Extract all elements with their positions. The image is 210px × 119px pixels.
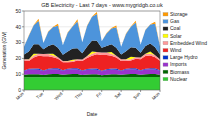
x-tick-label: Tue [35,91,44,100]
x-tick-label: Mon [151,91,161,101]
x-tick [160,90,161,92]
area [24,12,160,47]
y-tick [22,58,24,59]
legend-label: Wind [170,47,182,53]
legend-label: Storage [170,11,188,17]
x-tick [24,90,25,92]
x-tick-label: Thu [74,91,83,100]
y-tick-label: 40 [15,24,21,30]
y-tick [22,26,24,27]
legend-swatch [163,56,168,60]
legend-swatch [163,49,168,53]
y-tick-label: 30 [15,39,21,45]
x-tick [62,90,63,92]
x-axis-label: Date [87,111,98,117]
legend-swatch [163,41,168,45]
legend-swatch [163,34,168,38]
legend-swatch [163,63,168,67]
legend-swatch [163,70,168,74]
legend-label: Nuclear [170,76,188,82]
legend-label: Biomass [170,69,190,75]
y-tick [22,90,24,91]
x-tick-label: Wed [54,91,64,101]
x-tick-label: Mon [15,91,25,101]
x-tick [121,90,122,92]
x-tick [101,90,102,92]
y-tick [22,42,24,43]
legend-label: Imports [170,61,187,67]
legend-label: Large Hydro [170,54,198,60]
area [24,77,160,90]
legend-swatch [163,77,168,81]
legend-swatch [163,13,168,17]
legend-swatch [163,27,168,31]
legend-label: Embedded Wind [170,40,207,46]
legend-label: Coal [170,25,180,31]
legend-label: Solar [170,33,182,39]
area [24,14,160,55]
x-tick-label: Sun [132,91,142,101]
plot-frame [24,11,160,90]
y-tick [22,74,24,75]
y-tick-label: 50 [15,8,21,14]
y-axis-label: Generation (GW) [1,31,7,69]
y-tick [22,11,24,12]
legend-label: Gas [170,18,180,24]
y-tick-label: 10 [15,71,21,77]
x-tick [82,90,83,92]
title: GB Electricity - Last 7 days - www.mygri… [41,2,163,8]
plot-background [24,11,160,90]
x-tick-label: Sat [114,91,123,100]
legend-swatch [163,20,168,24]
x-tick [140,90,141,92]
x-tick [43,90,44,92]
areas [24,12,160,90]
y-tick-label: 20 [15,55,21,61]
x-tick-label: Fri [95,91,102,98]
